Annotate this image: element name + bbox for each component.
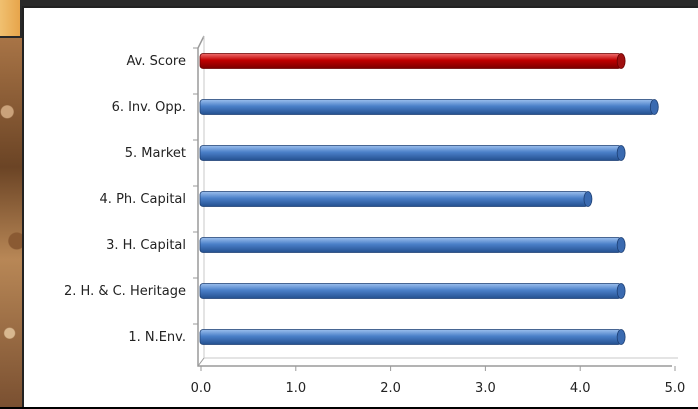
x-tick-label: 4.0 (570, 381, 591, 396)
bar (199, 145, 622, 161)
category-label: 4. Ph. Capital (100, 192, 186, 207)
bar-end-cap (616, 53, 626, 69)
x-tick-label: 2.0 (380, 381, 401, 396)
bar (199, 99, 655, 115)
x-tick-label: 1.0 (285, 381, 306, 396)
bar (199, 53, 622, 69)
decorative-strip (0, 0, 20, 36)
category-label: 1. N.Env. (128, 330, 186, 345)
bar-end-cap (583, 191, 593, 207)
category-label: Av. Score (127, 54, 187, 69)
floor-side-edge (197, 357, 205, 367)
bar (199, 283, 622, 299)
category-label: 2. H. & C. Heritage (64, 284, 186, 299)
bar-end-cap (616, 237, 626, 253)
category-label: 3. H. Capital (106, 238, 186, 253)
category-label: 5. Market (125, 146, 186, 161)
bar-chart: Av. Score 6. Inv. Opp. 5. Market 4. Ph. Cap… (64, 35, 686, 396)
chart-panel: Av. Score 6. Inv. Opp. 5. Market 4. Ph. Cap… (22, 6, 698, 407)
x-tick-label: 5.0 (665, 381, 686, 396)
background-photo (0, 38, 24, 407)
y-axis-wall (197, 35, 672, 367)
bar-end-cap (649, 99, 659, 115)
category-label: 6. Inv. Opp. (112, 100, 186, 115)
bar-end-cap (616, 283, 626, 299)
x-tick-label: 0.0 (191, 381, 212, 396)
bar-end-cap (616, 329, 626, 345)
bar (199, 329, 622, 345)
x-tick-label: 3.0 (475, 381, 496, 396)
bar (199, 237, 622, 253)
bar (199, 191, 589, 207)
bar-end-cap (616, 145, 626, 161)
